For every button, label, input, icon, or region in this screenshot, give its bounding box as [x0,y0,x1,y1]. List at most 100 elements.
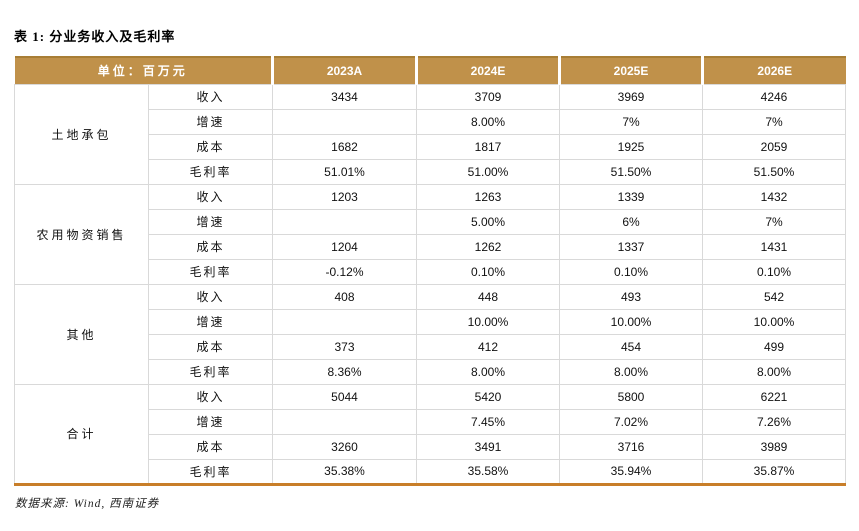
cell-value: 7% [559,108,704,135]
metric-label: 毛利率 [147,458,274,485]
cell-value: 6% [559,208,704,235]
metric-label: 收入 [147,83,274,110]
cell-value: 8.00% [559,358,704,385]
cell-value: 35.94% [559,458,704,485]
cell-value: 5420 [416,383,561,410]
cell-value: 7.26% [702,408,847,435]
metric-label: 增速 [147,108,274,135]
cell-value: 3434 [272,83,418,110]
cell-value: 412 [416,333,561,360]
year-column-2023a: 2023A [271,56,417,84]
cell-value: 35.38% [272,458,418,485]
cell-value: 8.00% [416,108,561,135]
cell-value: 1817 [416,133,561,160]
year-column-2024e: 2024E [415,56,560,84]
cell-value: 1431 [702,233,847,260]
cell-value: 448 [416,283,561,310]
group-name-total: 合计 [14,383,149,485]
table-row: 成本 1204 1262 1337 1431 [15,233,847,260]
metric-label: 收入 [147,383,274,410]
cell-value: 35.87% [702,458,847,485]
table-row: 毛利率 35.38% 35.58% 35.94% 35.87% [15,458,847,485]
table-row: 增速 5.00% 6% 7% [15,208,847,235]
cell-value: 1262 [416,233,561,260]
cell-value: 51.50% [702,158,847,185]
metric-label: 收入 [147,183,274,210]
cell-value: 1263 [416,183,561,210]
metric-label: 成本 [147,433,274,460]
cell-value: 8.00% [702,358,847,385]
cell-value: 3491 [416,433,561,460]
cell-value: 3989 [702,433,847,460]
table-row: 合计 收入 5044 5420 5800 6221 [14,383,847,485]
cell-value [272,408,418,435]
group-name-agri-materials: 农用物资销售 [14,183,149,285]
metric-label: 成本 [147,233,274,260]
cell-value: 7% [702,108,847,135]
cell-value: 10.00% [416,308,561,335]
metric-label: 毛利率 [147,158,274,185]
table-row: 土地承包 收入 3434 3709 3969 4246 [14,83,847,185]
table-row: 成本 1682 1817 1925 2059 [15,133,847,160]
table-row: 毛利率 51.01% 51.00% 51.50% 51.50% [15,158,847,185]
metric-label: 成本 [147,133,274,160]
cell-value: 7.45% [416,408,561,435]
cell-value: 51.01% [272,158,418,185]
group-name-land-contracting: 土地承包 [14,83,149,185]
cell-value: 10.00% [702,308,847,335]
group-name-other: 其他 [14,283,149,385]
cell-value: 6221 [702,383,847,410]
cell-value: 1337 [559,233,704,260]
cell-value [272,308,418,335]
metric-label: 增速 [147,308,274,335]
metric-label: 增速 [147,408,274,435]
cell-value: 51.00% [416,158,561,185]
cell-value: 35.58% [416,458,561,485]
cell-value: 8.36% [272,358,418,385]
header-row: 单位：百万元 2023A 2024E 2025E 2026E [14,56,846,84]
cell-value: -0.12% [272,258,418,285]
table-row: 毛利率 -0.12% 0.10% 0.10% 0.10% [15,258,847,285]
revenue-margin-table: 单位：百万元 2023A 2024E 2025E 2026E 土地承包 收入 3… [14,56,847,486]
cell-value: 7% [702,208,847,235]
year-column-2026e: 2026E [701,56,846,84]
table-row: 增速 7.45% 7.02% 7.26% [15,408,847,435]
metric-label: 收入 [147,283,274,310]
metric-label: 毛利率 [147,358,274,385]
cell-value: 542 [702,283,847,310]
cell-value: 1682 [272,133,418,160]
data-source: 数据来源: Wind, 西南证券 [15,498,160,510]
cell-value [272,208,418,235]
cell-value: 1339 [559,183,704,210]
cell-value: 3260 [272,433,418,460]
cell-value: 1204 [272,233,418,260]
cell-value: 0.10% [559,258,704,285]
cell-value: 5.00% [416,208,561,235]
cell-value: 3969 [559,83,704,110]
table-title: 表 1: 分业务收入及毛利率 [14,29,176,44]
cell-value: 0.10% [702,258,847,285]
table-row: 成本 373 412 454 499 [15,333,847,360]
cell-value: 3709 [416,83,561,110]
cell-value: 408 [272,283,418,310]
cell-value: 1432 [702,183,847,210]
year-column-2025e: 2025E [558,56,703,84]
cell-value: 10.00% [559,308,704,335]
cell-value: 51.50% [559,158,704,185]
cell-value: 5800 [559,383,704,410]
table-row: 农用物资销售 收入 1203 1263 1339 1432 [14,183,847,285]
cell-value: 3716 [559,433,704,460]
cell-value: 1203 [272,183,418,210]
cell-value: 4246 [702,83,847,110]
cell-value: 0.10% [416,258,561,285]
table-row: 其他 收入 408 448 493 542 [14,283,847,385]
cell-value: 5044 [272,383,418,410]
cell-value: 493 [559,283,704,310]
cell-value: 373 [272,333,418,360]
cell-value: 2059 [702,133,847,160]
cell-value: 8.00% [416,358,561,385]
metric-label: 增速 [147,208,274,235]
unit-header-cell: 单位：百万元 [14,56,273,84]
metric-label: 成本 [147,333,274,360]
